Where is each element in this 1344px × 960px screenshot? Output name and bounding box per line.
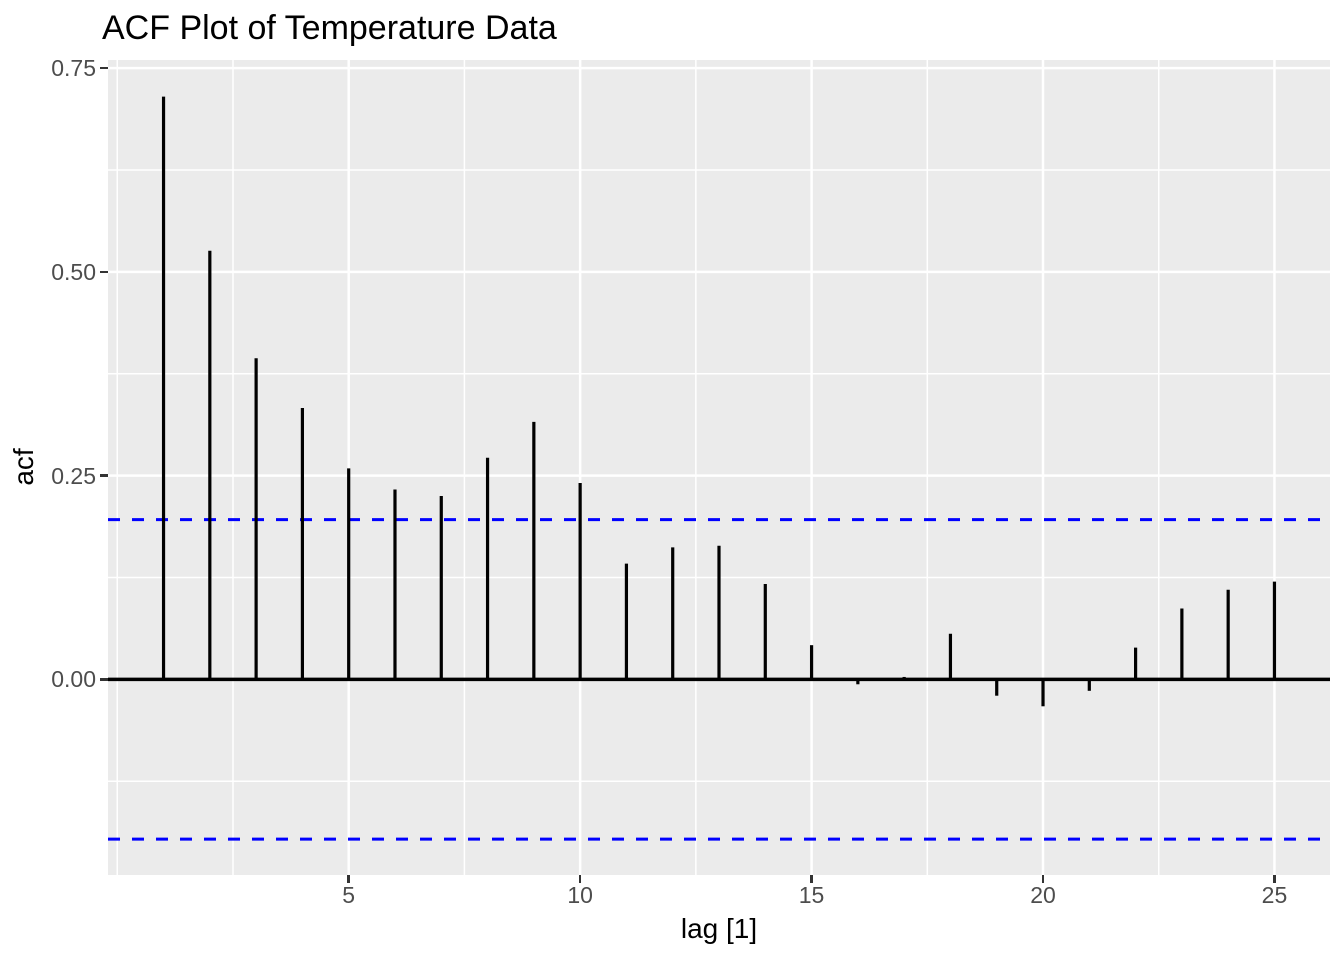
x-axis-title: lag [1] bbox=[680, 913, 758, 944]
y-tick-label-0.75: 0.75 bbox=[51, 55, 96, 82]
y-tick-label-0.00: 0.00 bbox=[51, 666, 96, 693]
x-tick-mark-25 bbox=[1273, 875, 1276, 883]
y-tick-mark-0.00 bbox=[100, 678, 108, 681]
y-tick-label-0.50: 0.50 bbox=[51, 258, 96, 285]
x-tick-label-20: 20 bbox=[1030, 882, 1056, 908]
x-tick-mark-10 bbox=[578, 875, 582, 883]
y-tick-mark-0.25 bbox=[100, 474, 108, 477]
y-tick-mark-0.75 bbox=[100, 66, 108, 70]
x-tick-mark-5 bbox=[347, 875, 350, 883]
x-tick-mark-20 bbox=[1041, 875, 1045, 883]
x-tick-label-25: 25 bbox=[1261, 882, 1288, 908]
x-tick-label-10: 10 bbox=[567, 882, 593, 908]
plot-panel bbox=[108, 60, 1330, 875]
plot-title: ACF Plot of Temperature Data bbox=[102, 9, 557, 47]
x-tick-label-5: 5 bbox=[342, 882, 356, 908]
x-tick-label-15: 15 bbox=[798, 882, 825, 908]
chart-canvas bbox=[108, 60, 1330, 875]
y-tick-mark-0.50 bbox=[100, 270, 108, 274]
y-tick-label-0.25: 0.25 bbox=[51, 462, 96, 489]
x-tick-mark-15 bbox=[810, 875, 813, 883]
